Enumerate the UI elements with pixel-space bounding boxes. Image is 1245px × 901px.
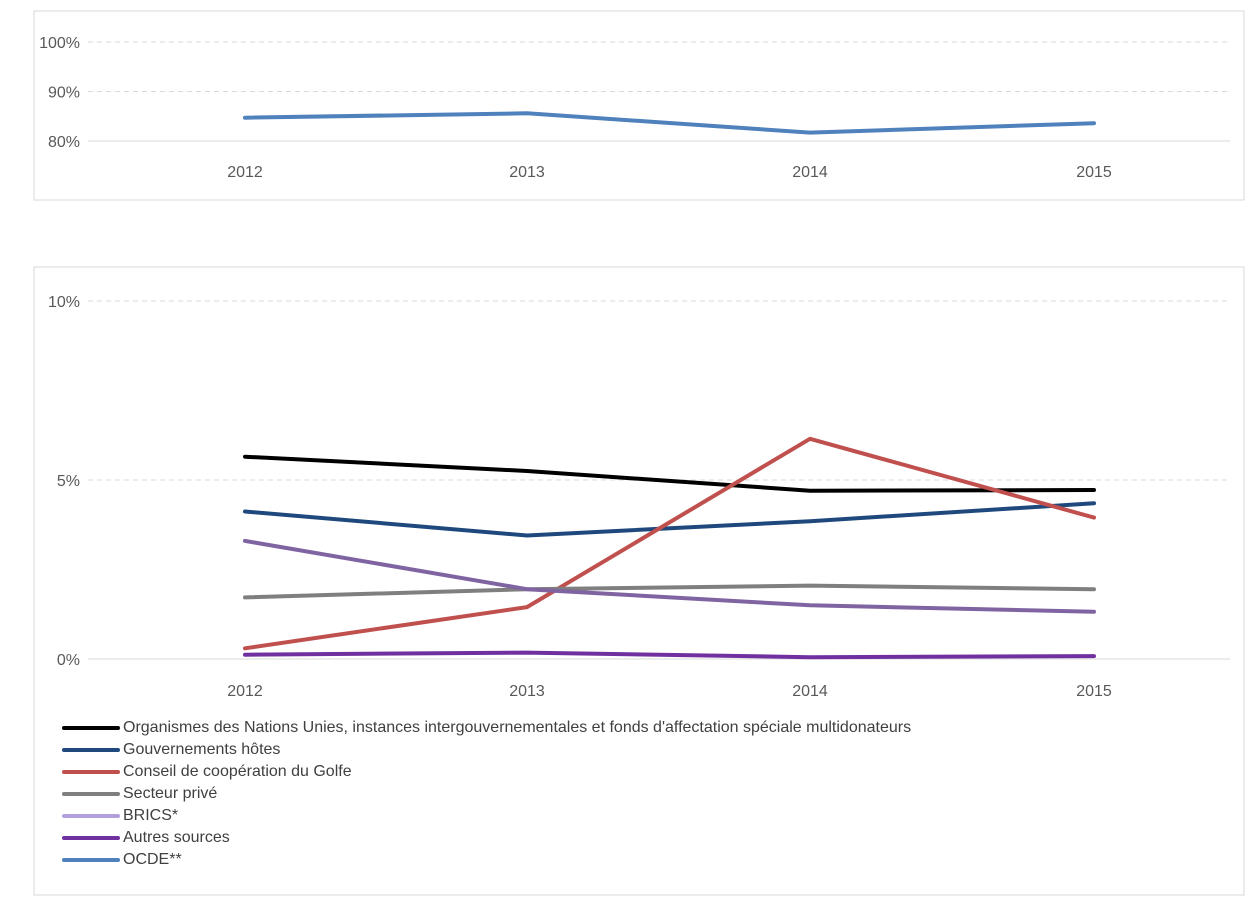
bottom-chart-series-line-2 xyxy=(243,436,1096,651)
bottom-chart-y-tick-label: 5% xyxy=(57,473,80,490)
bottom-chart-series-line-1 xyxy=(243,501,1096,538)
legend-label: OCDE** xyxy=(123,851,182,868)
legend-item: BRICS* xyxy=(62,805,1222,827)
bottom-chart-y-tick-label: 0% xyxy=(57,652,80,669)
bottom-chart-x-tick-label: 2012 xyxy=(227,683,263,700)
top-chart-y-tick-label: 80% xyxy=(48,134,80,151)
legend-item: Gouvernements hôtes xyxy=(62,739,1222,761)
top-chart-x-tick-label: 2013 xyxy=(509,164,545,181)
top-chart-x-tick-label: 2014 xyxy=(792,164,828,181)
legend-swatch xyxy=(62,726,120,730)
legend-item: Secteur privé xyxy=(62,783,1222,805)
legend-swatch xyxy=(62,748,120,752)
legend-label: Conseil de coopération du Golfe xyxy=(123,763,352,780)
bottom-chart-series-line-5 xyxy=(243,650,1096,660)
legend-label: BRICS* xyxy=(123,807,179,824)
legend-item: OCDE** xyxy=(62,849,1222,871)
bottom-chart-x-tick-label: 2014 xyxy=(792,683,828,700)
legend-swatch xyxy=(62,770,120,774)
top-chart: 80% 90% 100% 2012 2013 2014 2015 xyxy=(39,35,1230,181)
legend-label: Gouvernements hôtes xyxy=(123,741,281,758)
legend-swatch xyxy=(62,858,120,862)
bottom-chart-series-line-0 xyxy=(243,454,1096,493)
top-chart-x-tick-label: 2012 xyxy=(227,164,263,181)
top-chart-y-tick-label: 100% xyxy=(39,35,80,52)
top-chart-frame xyxy=(33,10,1245,201)
bottom-chart-x-tick-label: 2013 xyxy=(509,683,545,700)
legend-item: Organismes des Nations Unies, instances … xyxy=(62,717,1222,739)
legend-item: Conseil de coopération du Golfe xyxy=(62,761,1222,783)
top-chart-x-tick-label: 2015 xyxy=(1076,164,1112,181)
bottom-chart-x-tick-label: 2015 xyxy=(1076,683,1112,700)
bottom-chart-series-line-4 xyxy=(243,538,1096,614)
legend-swatch xyxy=(62,792,120,796)
legend-swatch xyxy=(62,814,120,818)
bottom-chart-frame xyxy=(33,266,1245,896)
bottom-chart: 0% 5% 10% 2012 2013 2014 2015 xyxy=(48,294,1230,700)
legend-item: Autres sources xyxy=(62,827,1222,849)
legend-label: Autres sources xyxy=(123,829,230,846)
legend-swatch xyxy=(62,836,120,840)
top-chart-y-tick-label: 90% xyxy=(48,85,80,102)
legend-label: Secteur privé xyxy=(123,785,218,802)
bottom-chart-series-line-3 xyxy=(243,583,1096,600)
bottom-chart-y-tick-label: 10% xyxy=(48,294,80,311)
legend-label: Organismes des Nations Unies, instances … xyxy=(123,719,912,736)
legend: Organismes des Nations Unies, instances … xyxy=(62,717,1222,871)
top-chart-series-line-0 xyxy=(243,111,1096,135)
